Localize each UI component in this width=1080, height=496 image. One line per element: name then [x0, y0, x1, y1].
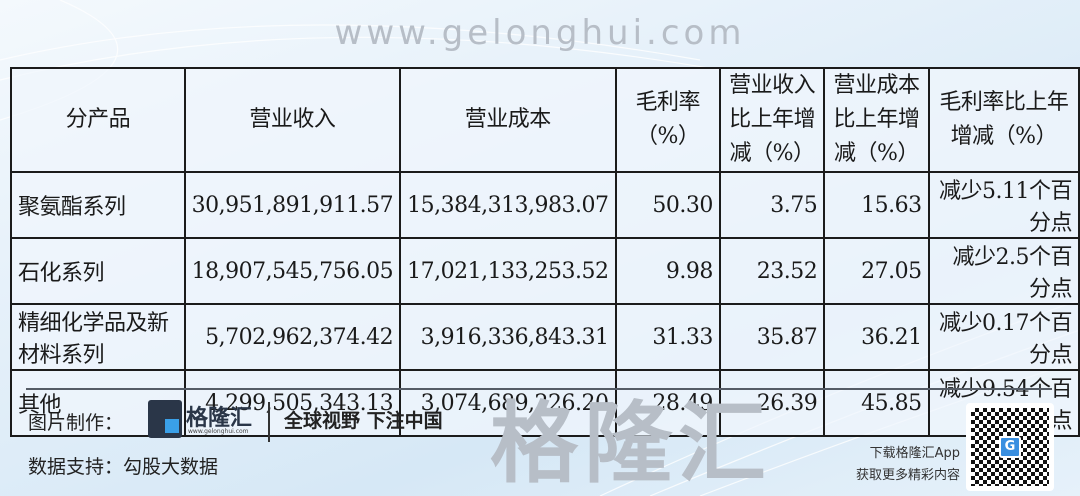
- cell-revenue: 4,299,505,343.13: [183, 369, 402, 437]
- cell-cost: 17,021,133,253.52: [399, 237, 617, 305]
- cell-revenue-change: 26.39: [718, 369, 826, 437]
- cell-cost: 15,384,313,983.07: [399, 171, 617, 239]
- cell-revenue-change: 23.52: [718, 237, 826, 305]
- cell-cost: 3,074,689,226.20: [399, 369, 617, 437]
- table-row: 聚氨酯系列 30,951,891,911.57 15,384,313,983.07 5…: [10, 171, 1080, 239]
- cell-revenue: 30,951,891,911.57: [183, 171, 402, 239]
- cell-revenue-change: 3.75: [718, 171, 826, 239]
- cell-product: 聚氨酯系列: [10, 171, 186, 239]
- qr-code-icon[interactable]: G: [966, 403, 1054, 491]
- cell-gross-margin: 50.30: [614, 171, 721, 239]
- app-promo-text: 获取更多精彩内容: [855, 468, 960, 483]
- cell-gross-margin: 9.98: [614, 237, 721, 305]
- cell-cost-change: 27.05: [823, 237, 930, 305]
- app-download-text: 下载格隆汇App: [869, 446, 960, 461]
- cell-revenue-change: 35.87: [718, 303, 826, 371]
- table-header-row: 分产品 营业收入 营业成本 毛利率（%） 营业收入比上年增减（%） 营业成本比上…: [10, 67, 1080, 173]
- brand-url: www.gelonghui.com: [188, 428, 249, 435]
- made-by-label: 图片制作：: [28, 412, 124, 434]
- cell-cost-change: 45.85: [823, 369, 930, 437]
- brand-name: 格隆汇: [186, 406, 253, 431]
- cell-revenue: 5,702,962,374.42: [183, 303, 402, 371]
- cell-gross-margin: 31.33: [614, 303, 721, 371]
- qr-badge: G: [999, 436, 1021, 458]
- watermark-url: www.gelonghui.com: [334, 13, 746, 53]
- slogan: 全球视野 下注中国: [284, 410, 443, 432]
- cell-margin-change: 减少9.54个百分点: [927, 369, 1080, 437]
- cell-revenue: 18,907,545,756.05: [183, 237, 402, 305]
- watermark: 格隆汇: [490, 392, 773, 495]
- header-revenue: 营业收入: [183, 67, 402, 173]
- header-margin-change: 毛利率比上年增减（%）: [927, 67, 1080, 173]
- cell-cost-change: 15.63: [823, 171, 930, 239]
- header-cost: 营业成本: [399, 67, 617, 173]
- footer-separator: [268, 402, 270, 442]
- product-revenue-table: 分产品 营业收入 营业成本 毛利率（%） 营业收入比上年增减（%） 营业成本比上…: [10, 67, 1080, 437]
- table-row: 石化系列 18,907,545,756.05 17,021,133,253.52 9.…: [10, 237, 1080, 305]
- data-support: 数据支持：勾股大数据: [28, 456, 219, 478]
- header-revenue-change: 营业收入比上年增减（%）: [718, 67, 826, 173]
- table-row: 精细化学品及新材料系列 5,702,962,374.42 3,916,336,843…: [10, 303, 1080, 371]
- cell-product: 精细化学品及新材料系列: [10, 303, 186, 371]
- cell-cost-change: 36.21: [823, 303, 930, 371]
- brand-logo-icon: [148, 400, 182, 438]
- header-gross-margin: 毛利率（%）: [614, 67, 721, 173]
- header-cost-change: 营业成本比上年增减（%）: [823, 67, 930, 173]
- header-product: 分产品: [10, 67, 186, 173]
- cell-gross-margin: 28.49: [614, 369, 721, 437]
- footer-divider: [26, 388, 1052, 390]
- cell-product: 石化系列: [10, 237, 186, 305]
- cell-cost: 3,916,336,843.31: [399, 303, 617, 371]
- cell-margin-change: 减少0.17个百分点: [927, 303, 1080, 371]
- cell-margin-change: 减少5.11个百分点: [927, 171, 1080, 239]
- cell-margin-change: 减少2.5个百分点: [927, 237, 1080, 305]
